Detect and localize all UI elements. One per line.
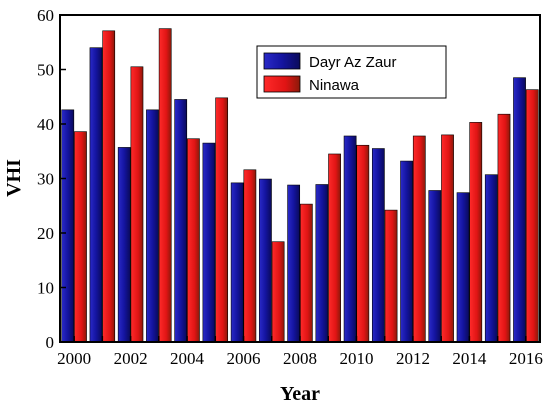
bar-ninawa-2010 <box>356 144 370 343</box>
legend-label-ninawa: Ninawa <box>309 77 360 94</box>
y-tick-label-30: 30 <box>37 170 54 189</box>
bar-ninawa-2000 <box>74 131 87 343</box>
bar-dayr-az-zaur-2000 <box>61 109 75 343</box>
y-tick-label-10: 10 <box>37 279 54 298</box>
legend-label-dayr-az-zaur: Dayr Az Zaur <box>309 54 397 71</box>
bar-ninawa-2014 <box>469 122 483 343</box>
bar-dayr-az-zaur-2002 <box>117 147 131 343</box>
y-tick-label-40: 40 <box>37 115 54 134</box>
y-tick-label-20: 20 <box>37 224 54 243</box>
bar-dayr-az-zaur-2006 <box>230 182 244 343</box>
bar-dayr-az-zaur-2001 <box>89 47 103 343</box>
x-tick-label-2012: 2012 <box>396 349 430 368</box>
x-tick-label-2006: 2006 <box>227 349 261 368</box>
legend: Dayr Az Zaur Ninawa <box>256 45 447 99</box>
bar-dayr-az-zaur-2007 <box>259 178 272 343</box>
x-axis: 2000 2002 2004 2006 2008 2010 2012 2014 2016 <box>57 336 543 368</box>
bar-dayr-az-zaur-2005 <box>202 142 216 343</box>
bar-ninawa-2006 <box>243 169 257 343</box>
bar-dayr-az-zaur-2011 <box>371 148 385 343</box>
x-tick-label-2000: 2000 <box>57 349 91 368</box>
x-tick-label-2016: 2016 <box>509 349 543 368</box>
bar-dayr-az-zaur-2015 <box>484 174 498 343</box>
y-tick-label-60: 60 <box>37 6 54 25</box>
bar-ninawa-2003 <box>158 28 172 343</box>
x-tick-label-2008: 2008 <box>283 349 317 368</box>
x-tick-label-2014: 2014 <box>452 349 487 368</box>
y-tick-label-50: 50 <box>37 61 54 80</box>
bar-dayr-az-zaur-2004 <box>174 99 188 343</box>
bar-ninawa-2008 <box>299 203 313 343</box>
y-tick-label-0: 0 <box>46 333 55 352</box>
bar-ninawa-2016 <box>525 89 539 343</box>
bar-ninawa-2007 <box>271 241 285 343</box>
bar-dayr-az-zaur-2013 <box>428 190 442 343</box>
bar-ninawa-2013 <box>441 134 454 343</box>
bar-dayr-az-zaur-2008 <box>287 184 301 343</box>
legend-swatch-ninawa <box>263 75 301 93</box>
bar-ninawa-2002 <box>130 66 144 343</box>
bars-group <box>61 28 539 343</box>
x-tick-label-2002: 2002 <box>114 349 148 368</box>
x-tick-label-2004: 2004 <box>170 349 205 368</box>
bar-ninawa-2009 <box>328 153 341 343</box>
bar-ninawa-2015 <box>497 113 511 343</box>
legend-swatch-dayr-az-zaur <box>263 52 301 70</box>
bar-ninawa-2004 <box>187 138 200 343</box>
bar-dayr-az-zaur-2009 <box>315 184 329 343</box>
bar-dayr-az-zaur-2010 <box>343 135 357 343</box>
bar-dayr-az-zaur-2014 <box>456 192 470 343</box>
x-tick-label-2010: 2010 <box>339 349 373 368</box>
y-axis-title: VHI <box>3 159 25 197</box>
bar-dayr-az-zaur-2003 <box>146 109 159 343</box>
y-axis: 0 10 20 30 40 50 60 <box>37 6 66 352</box>
x-axis-title: Year <box>280 383 320 405</box>
bar-dayr-az-zaur-2012 <box>400 160 413 343</box>
bar-ninawa-2005 <box>215 97 229 343</box>
bar-ninawa-2011 <box>384 209 398 343</box>
bar-ninawa-2012 <box>412 135 426 343</box>
bar-ninawa-2001 <box>102 30 116 343</box>
bar-dayr-az-zaur-2016 <box>513 77 526 343</box>
